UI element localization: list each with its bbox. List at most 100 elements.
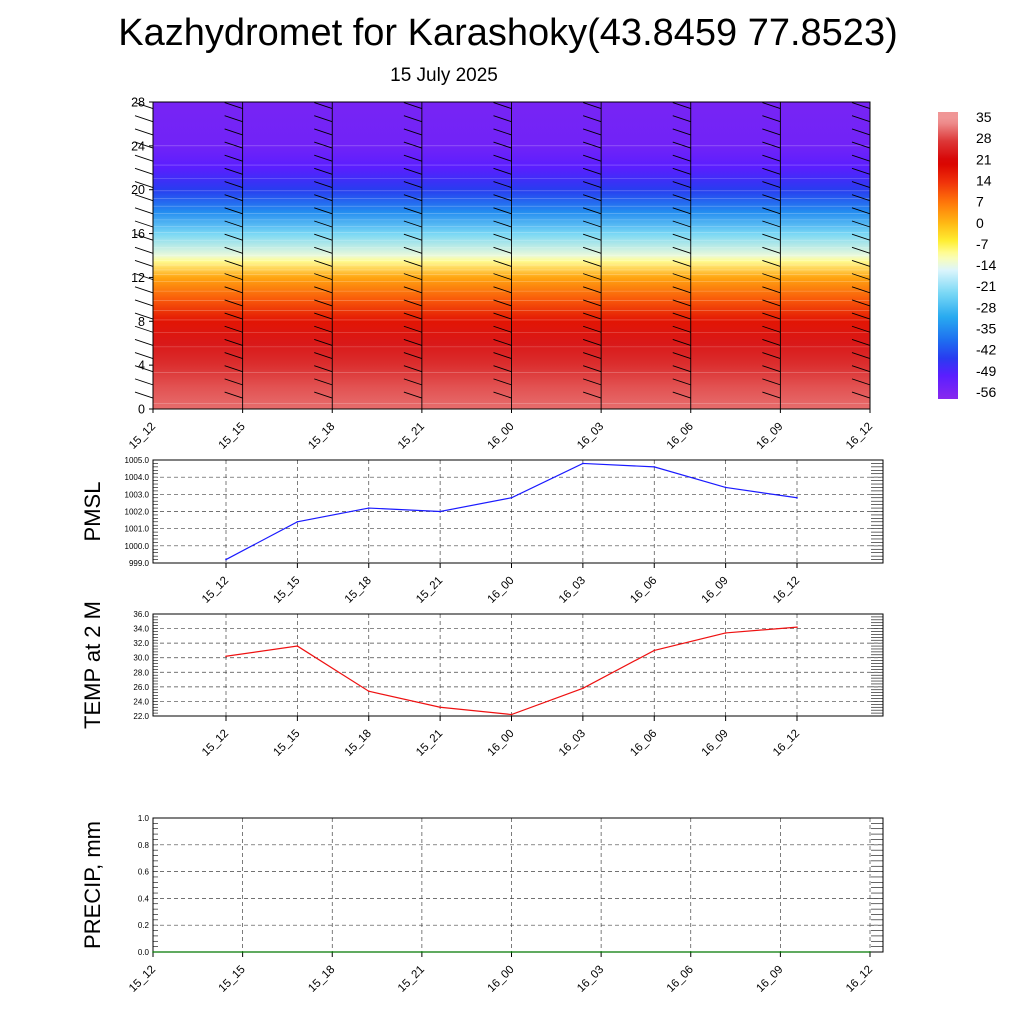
- wind-barb: [314, 181, 333, 188]
- plot-frame: [152, 613, 884, 717]
- wind-barb: [314, 141, 333, 149]
- wind-barb: [762, 115, 781, 123]
- y-tick-label: 1.0: [138, 814, 150, 823]
- wind-barb: [314, 286, 333, 294]
- wind-barb: [403, 167, 423, 175]
- colorbar-label: 28: [976, 130, 992, 146]
- wind-barb: [851, 299, 871, 307]
- wind-barb: [582, 299, 602, 307]
- wind-barb: [403, 312, 423, 320]
- wind-barb: [224, 286, 243, 294]
- wind-barb: [672, 233, 691, 241]
- wind-barb: [314, 391, 333, 399]
- wind-barb: [403, 115, 423, 123]
- wind-barb: [314, 167, 333, 175]
- y-tick-label: 32.0: [133, 639, 149, 648]
- wind-barb: [493, 115, 512, 123]
- wind-barb: [134, 233, 154, 241]
- wind-barb: [493, 102, 512, 110]
- wind-barb: [762, 365, 781, 373]
- data-point: [724, 632, 727, 634]
- wind-barb: [224, 391, 243, 399]
- wind-barb: [582, 325, 602, 333]
- pmsl-panel: 999.0 1000.0 1001.0 1002.0 1003.0 1004.0 1005.…: [80, 456, 884, 606]
- wind-barb: [134, 378, 154, 386]
- wind-barb: [134, 273, 154, 281]
- wind-barb: [134, 325, 154, 333]
- wind-barb: [403, 325, 423, 333]
- wind-barb: [403, 246, 423, 254]
- wind-barb: [851, 260, 871, 267]
- wind-barb: [403, 220, 423, 228]
- wind-barb: [314, 352, 333, 359]
- x-tick-label: 15_12: [127, 964, 158, 995]
- x-tick-label: 16_03: [575, 964, 606, 995]
- y-tick-label: 1005.0: [125, 456, 150, 465]
- wind-barb: [762, 181, 781, 188]
- colorbar-label: -35: [976, 321, 996, 337]
- wind-barb: [224, 312, 243, 320]
- data-point: [653, 466, 656, 468]
- colorbar-label: 14: [976, 172, 992, 188]
- wind-barb: [762, 233, 781, 241]
- wind-barb: [134, 391, 154, 399]
- wind-barb: [134, 128, 154, 136]
- x-tick-label: 15_12: [127, 421, 158, 452]
- wind-barb: [403, 273, 423, 281]
- wind-barb: [672, 115, 691, 123]
- wind-barb: [314, 128, 333, 136]
- data-point: [296, 521, 299, 523]
- wind-barb: [762, 260, 781, 267]
- y-tick-label: 999.0: [129, 559, 150, 568]
- wind-barb: [672, 154, 691, 162]
- colorbar-label: 7: [976, 194, 984, 210]
- wind-barbs: [134, 102, 871, 409]
- wind-barb: [582, 128, 602, 136]
- wind-barb: [493, 352, 512, 359]
- x-tick-label: 16_06: [665, 964, 696, 995]
- wind-barb: [403, 260, 423, 267]
- wind-barb: [582, 352, 602, 359]
- wind-barb: [314, 325, 333, 333]
- wind-barb: [493, 233, 512, 241]
- wind-barb: [851, 194, 871, 202]
- y-tick-label: 1000.0: [125, 542, 150, 551]
- y-tick-label: 1004.0: [125, 473, 150, 482]
- x-tick-label: 15_15: [217, 964, 248, 995]
- wind-barb: [134, 141, 154, 149]
- plot-frame: [152, 459, 884, 564]
- wind-barb: [493, 141, 512, 149]
- y-tick-label: 16: [131, 227, 145, 241]
- wind-barb: [582, 194, 602, 202]
- x-tick-label: 16_12: [771, 575, 802, 606]
- x-tick-label: 16_09: [754, 964, 785, 995]
- x-tick-label: 16_03: [575, 421, 606, 452]
- wind-barb: [314, 312, 333, 320]
- wind-barb: [224, 128, 243, 136]
- wind-barb: [224, 233, 243, 241]
- wind-barb: [672, 260, 691, 267]
- x-tick-label: 15_18: [306, 421, 337, 452]
- wind-barb: [403, 102, 423, 110]
- x-tick-label: 16_00: [486, 421, 517, 452]
- data-point: [439, 706, 441, 709]
- wind-barb: [134, 352, 154, 359]
- y-tick-label: 0.0: [138, 948, 150, 957]
- wind-barb: [493, 299, 512, 307]
- y-tick-label: 0.2: [138, 921, 150, 930]
- wind-barb: [224, 207, 243, 215]
- colorbar-label: 0: [976, 215, 984, 231]
- y-axis-label: PMSL: [80, 482, 105, 542]
- wind-barb: [762, 128, 781, 136]
- wind-barb: [403, 233, 423, 241]
- wind-barb: [851, 352, 871, 359]
- wind-barb: [403, 365, 423, 373]
- wind-barb: [762, 378, 781, 386]
- wind-barb: [582, 115, 602, 123]
- wind-barb: [134, 286, 154, 294]
- x-tick-label: 16_06: [628, 728, 659, 759]
- wind-barb: [224, 246, 243, 254]
- y-tick-label: 26.0: [133, 683, 149, 692]
- y-axis-label: PRECIP, mm: [80, 821, 105, 949]
- wind-barb: [762, 299, 781, 307]
